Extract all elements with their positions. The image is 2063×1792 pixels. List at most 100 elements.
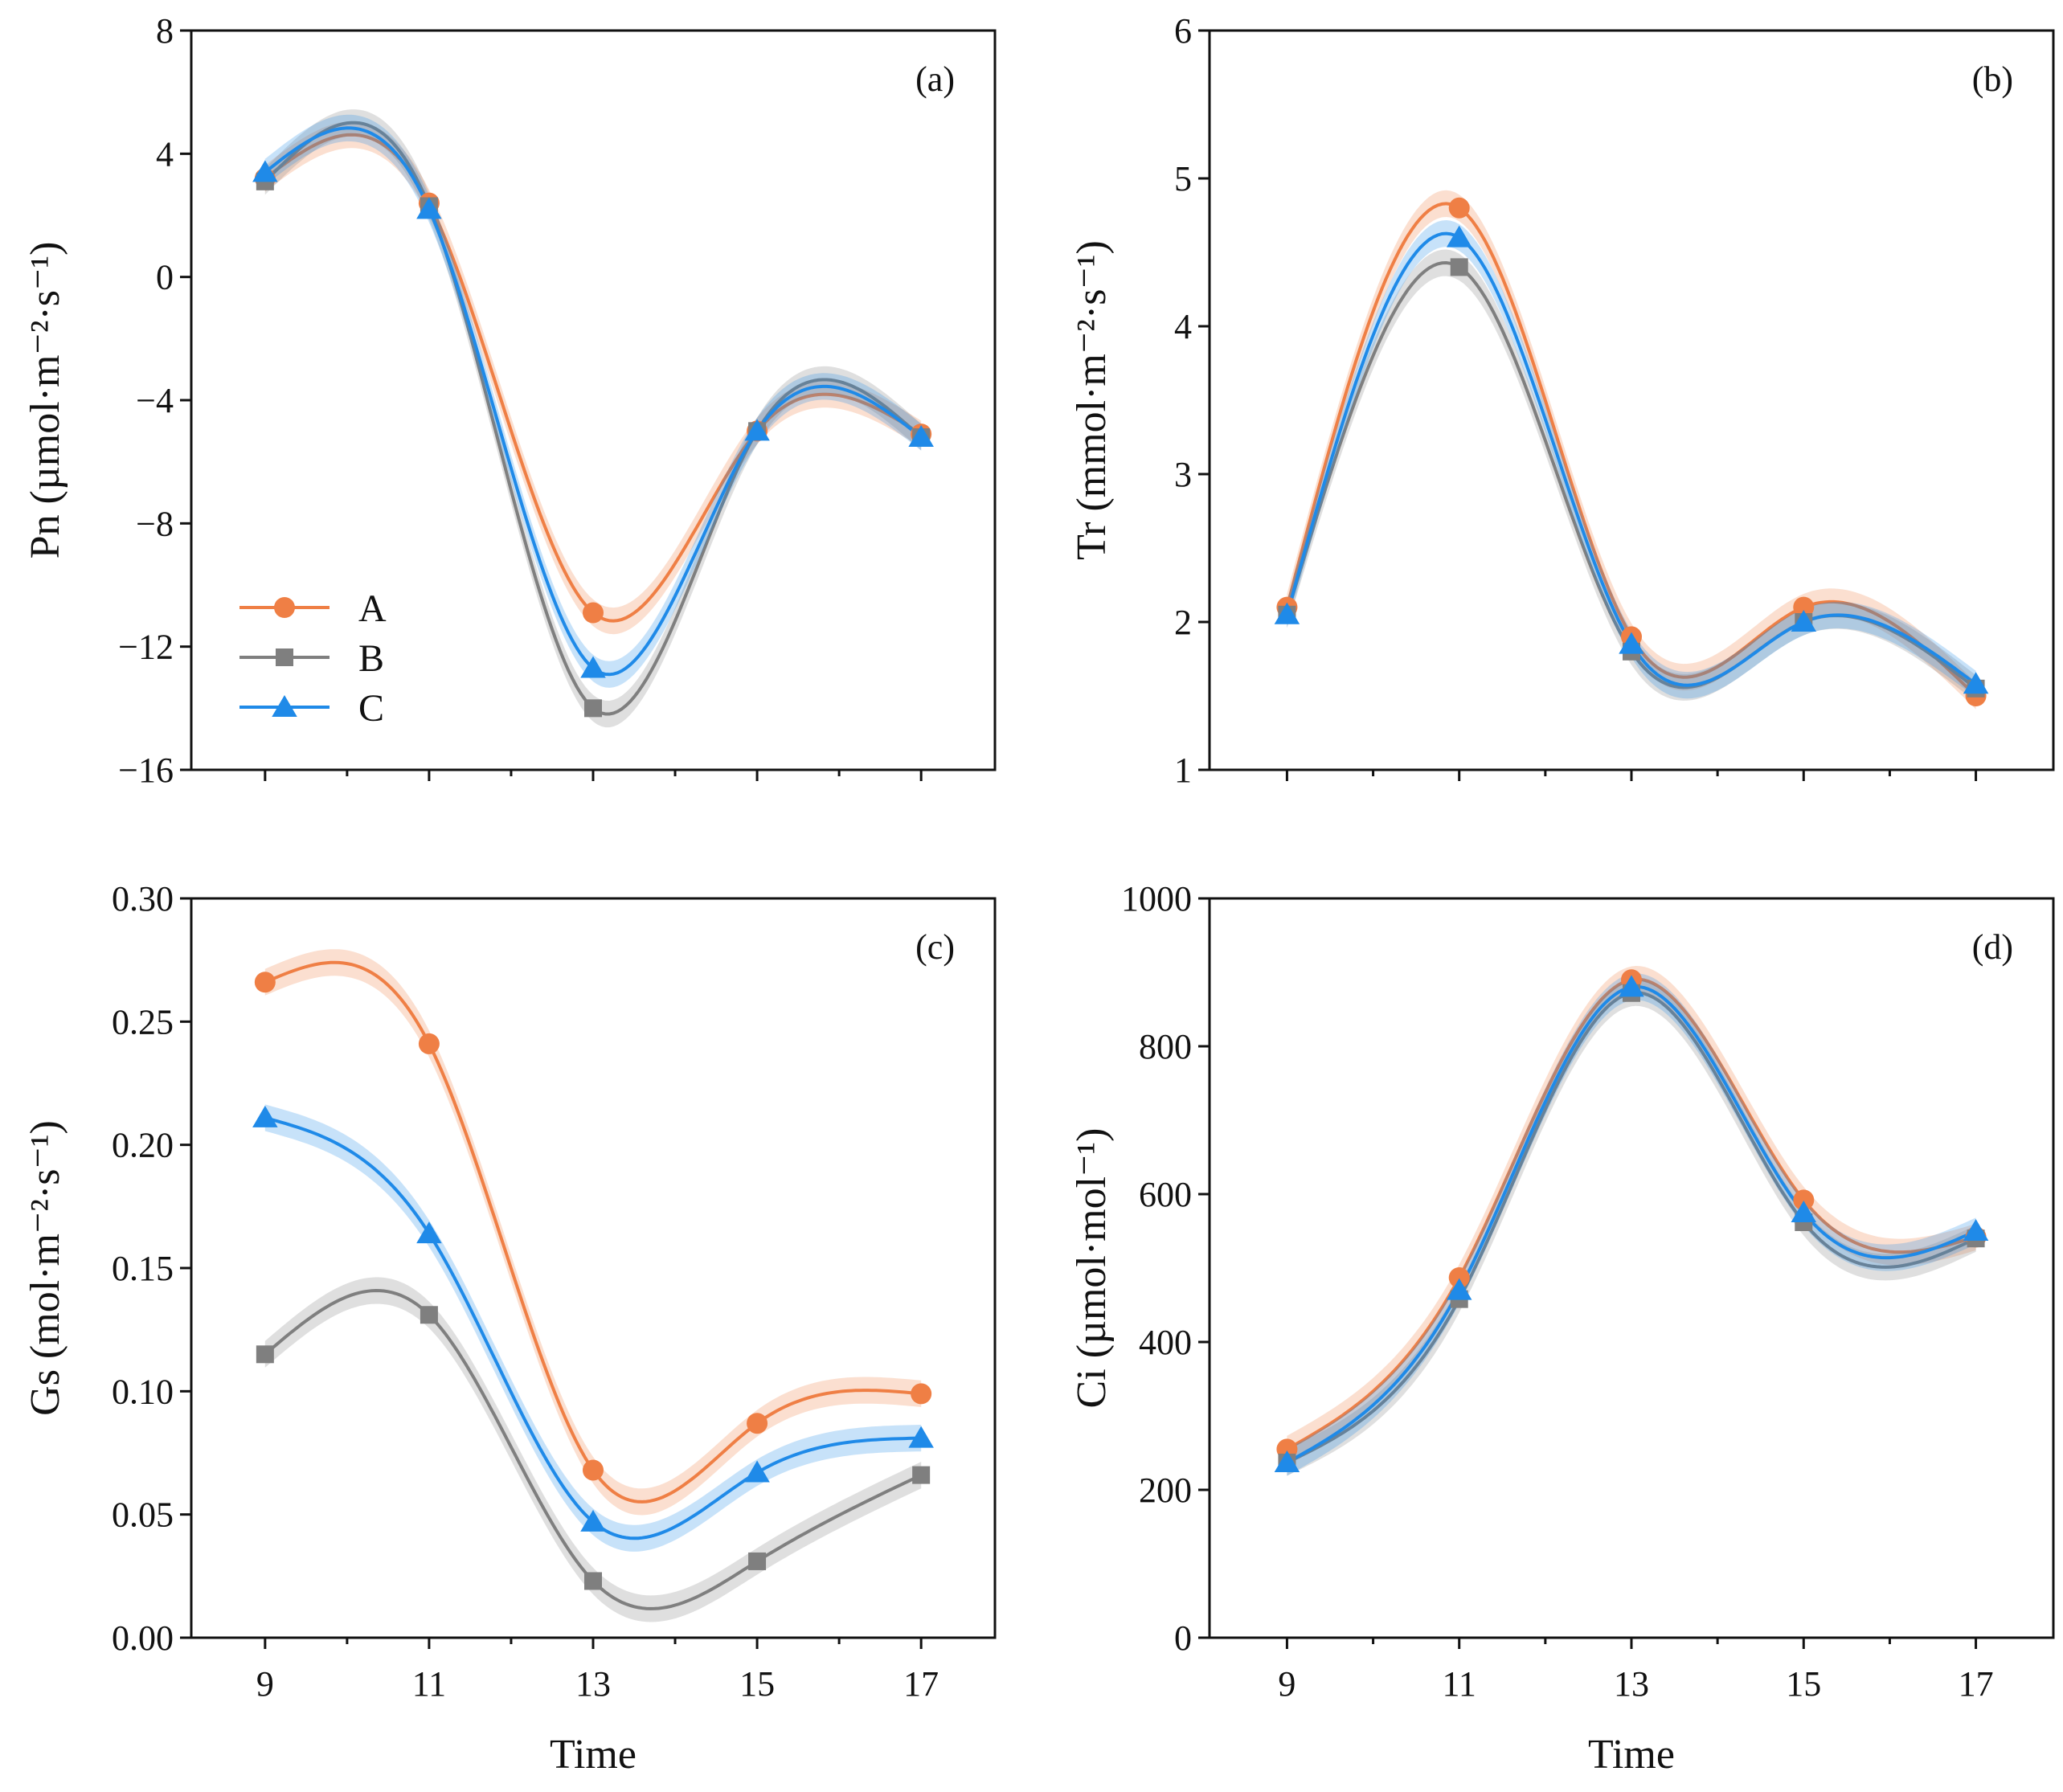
data-point-A: [1793, 596, 1815, 618]
data-point-A: [583, 1459, 604, 1481]
y-tick-label: 2: [1174, 603, 1192, 642]
series-A-band: [1287, 966, 1976, 1463]
data-point-C: [1274, 1450, 1300, 1472]
y-tick-label: 0.20: [112, 1126, 174, 1165]
series-A-line: [264, 960, 922, 1504]
y-tick-label: −8: [136, 504, 174, 543]
y-axis-title: Tr (mmol·m⁻²·s⁻¹): [1069, 240, 1115, 560]
y-tick-label: 0: [1174, 1618, 1192, 1658]
y-tick-label: 1: [1174, 751, 1192, 790]
y-axis-title: Gs (mol·m⁻²·s⁻¹): [23, 1120, 68, 1416]
data-point-C: [744, 419, 770, 441]
legend-marker-A: [274, 597, 295, 618]
x-tick-label: 15: [739, 1664, 775, 1704]
y-tick-label: 5: [1174, 159, 1192, 198]
x-axis-title: Time: [550, 1732, 637, 1778]
series-C-band: [264, 114, 922, 688]
x-tick-label: 9: [256, 1664, 274, 1704]
x-tick-label: 13: [1614, 1664, 1649, 1704]
data-point-C: [1619, 632, 1644, 654]
legend-label-C: C: [358, 687, 384, 730]
x-tick-label: 11: [1443, 1664, 1476, 1704]
y-axis-title: Ci (µmol·mol⁻¹): [1069, 1128, 1115, 1409]
y-tick-label: 200: [1139, 1471, 1192, 1510]
x-tick-label: 13: [575, 1664, 611, 1704]
panel-label: (b): [1972, 59, 2013, 99]
y-tick-label: −12: [118, 628, 174, 667]
data-point-C: [1963, 1219, 1989, 1241]
data-point-A: [747, 1413, 768, 1434]
data-point-A: [583, 602, 604, 624]
data-point-C: [252, 1105, 278, 1127]
y-tick-label: 4: [1174, 307, 1192, 346]
data-point-C: [580, 656, 606, 678]
data-point-B: [1450, 258, 1468, 276]
data-point-C: [1791, 610, 1817, 632]
data-point-C: [744, 1460, 770, 1483]
data-point-C: [908, 1426, 934, 1448]
y-tick-label: −4: [136, 381, 174, 420]
data-point-A: [1448, 1266, 1470, 1288]
series-B-band: [1287, 979, 1976, 1476]
y-tick-label: 600: [1139, 1175, 1192, 1214]
y-tick-label: 0.25: [112, 1002, 174, 1041]
data-point-A: [254, 972, 276, 993]
y-tick-label: 6: [1174, 11, 1192, 51]
legend-marker-C: [272, 695, 297, 717]
data-point-B: [256, 1345, 274, 1364]
series-A-band: [264, 949, 922, 1516]
y-tick-label: 0.00: [112, 1618, 174, 1658]
series-B-band: [264, 1277, 922, 1622]
data-point-C: [1446, 1278, 1472, 1300]
data-point-B: [912, 1466, 931, 1484]
data-point-C: [908, 425, 934, 447]
y-tick-label: 0.30: [112, 879, 174, 919]
series-C-band: [1287, 973, 1976, 1476]
y-tick-label: 4: [156, 134, 174, 174]
data-point-C: [252, 160, 278, 182]
panel-1: 8 4 0 −4 −8 −12 −16 Pn (µmol·m⁻²·s⁻¹) (a): [23, 11, 997, 790]
data-point-C: [1274, 602, 1300, 624]
y-tick-label: 0.10: [112, 1372, 174, 1411]
y-tick-label: 0.15: [112, 1249, 174, 1288]
x-tick-label: 17: [903, 1664, 939, 1704]
data-point-A: [1448, 197, 1470, 219]
panel-3: 0.30 0.25 0.20 0.15 0.10 0.05 0.00 9 11 13 15 17 Tim…: [23, 879, 997, 1778]
series-C-band: [264, 1104, 922, 1552]
y-axis-title: Pn (µmol·m⁻²·s⁻¹): [23, 242, 68, 559]
y-tick-label: 0.05: [112, 1495, 174, 1535]
data-point-C: [1446, 225, 1472, 248]
legend-label-A: A: [358, 587, 387, 630]
data-point-A: [1793, 1189, 1815, 1211]
y-tick-label: 8: [156, 11, 174, 51]
data-point-C: [416, 197, 442, 219]
series-B-band: [264, 109, 922, 728]
data-point-A: [418, 1033, 440, 1054]
data-point-B: [420, 1306, 438, 1324]
data-point-C: [1963, 672, 1989, 694]
y-tick-label: 400: [1139, 1323, 1192, 1362]
x-tick-label: 11: [412, 1664, 446, 1704]
data-point-C: [1619, 975, 1644, 997]
legend-label-B: B: [358, 637, 384, 680]
data-point-C: [1791, 1201, 1817, 1222]
data-point-C: [416, 1221, 442, 1244]
data-point-B: [748, 1552, 767, 1570]
y-tick-label: 0: [156, 258, 174, 297]
x-axis-title: Time: [1588, 1732, 1675, 1778]
x-tick-label: 17: [1959, 1664, 1994, 1704]
data-point-B: [584, 699, 602, 718]
legend-marker-B: [276, 648, 293, 666]
y-tick-label: 3: [1174, 455, 1192, 494]
y-tick-label: −16: [118, 751, 174, 790]
y-tick-label: 800: [1139, 1027, 1192, 1066]
y-tick-label: 1000: [1121, 879, 1192, 919]
panel-label: (a): [915, 59, 955, 99]
legend: ABC: [239, 587, 387, 730]
panel-2: 6 5 4 3 2 1 Tr (mmol·m⁻²·s⁻¹) (b): [1069, 11, 2055, 790]
x-tick-label: 9: [1278, 1664, 1296, 1704]
data-point-A: [911, 1383, 932, 1405]
x-tick-label: 15: [1786, 1664, 1821, 1704]
data-point-C: [580, 1509, 606, 1532]
